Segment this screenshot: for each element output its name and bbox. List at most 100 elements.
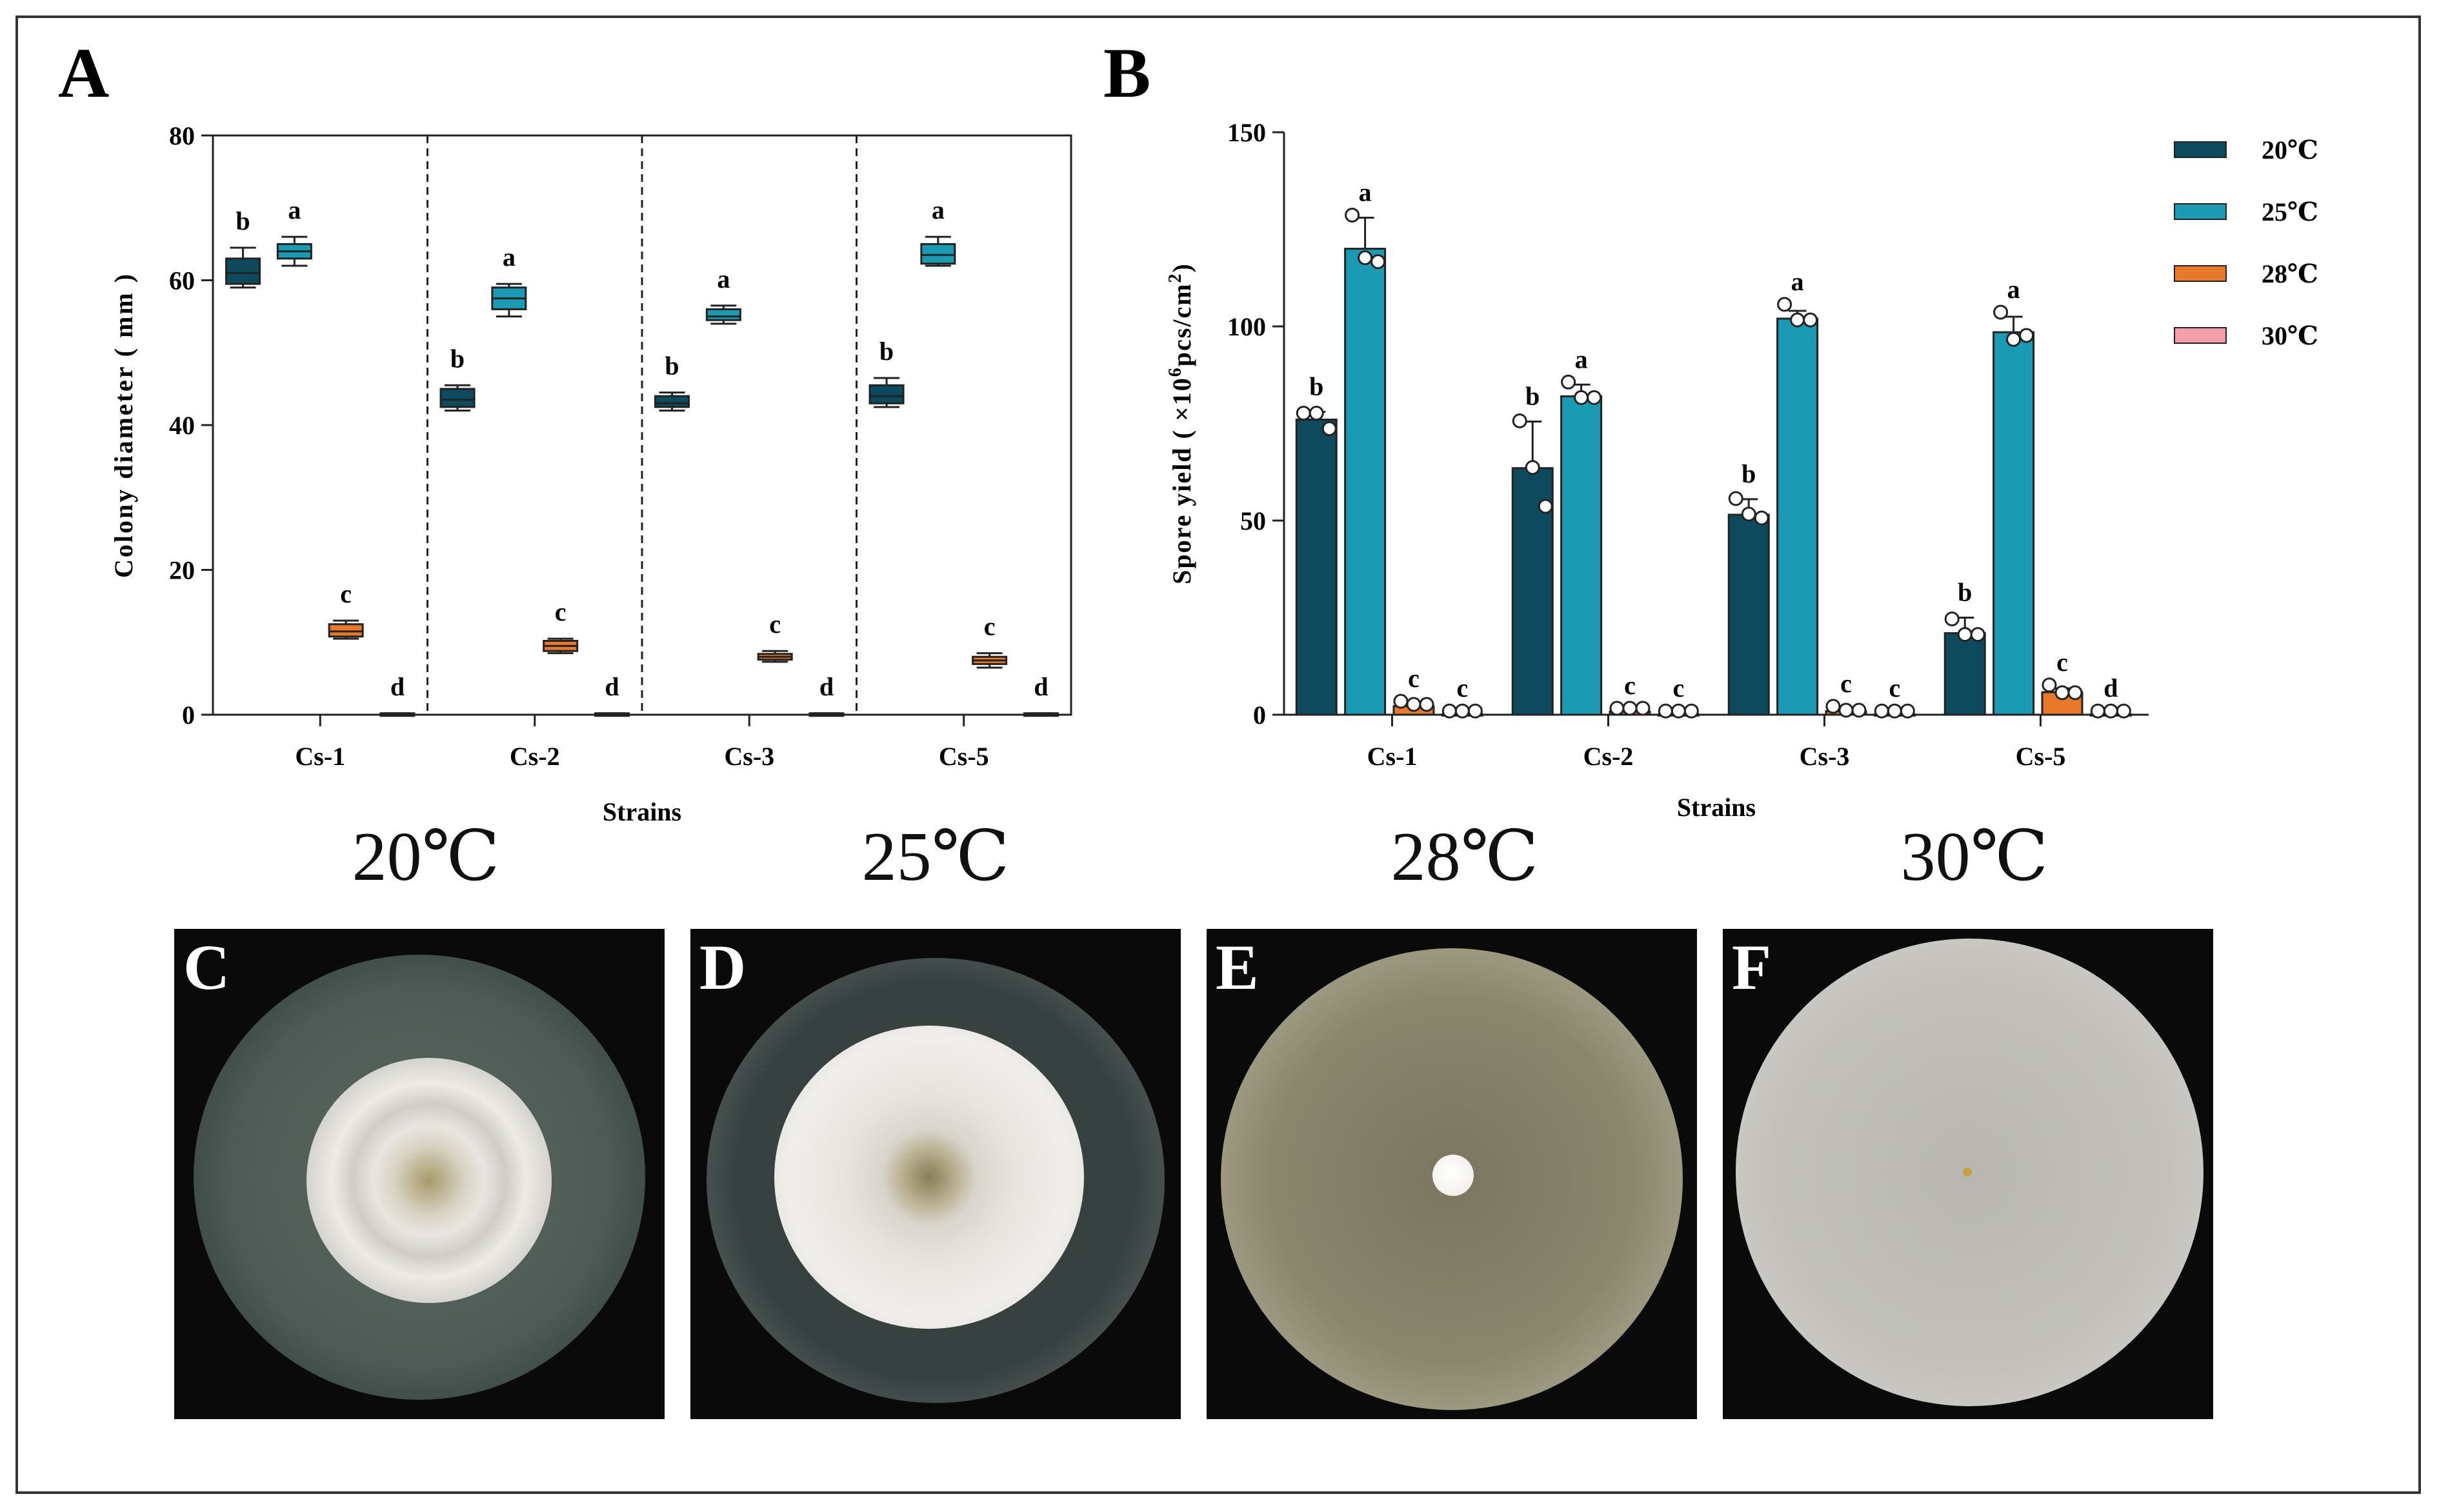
sig-label-b-2-0: c	[1408, 664, 1420, 693]
x-axis-label: Strains	[1677, 793, 1756, 822]
data-point-3-1-1	[1671, 703, 1686, 719]
sig-label-b-2-3: c	[2056, 648, 2068, 677]
sig-label-b-2-2: c	[1840, 669, 1852, 698]
y-axis-label: Spore yield ( ×106pcs/cm2)	[1165, 263, 1197, 584]
x-axis-label: Strains	[603, 797, 681, 826]
bar-1-2	[1776, 317, 1819, 716]
box-0-2	[654, 395, 690, 408]
plate-photo-f: F	[1723, 929, 2213, 1419]
data-point-2-0-2	[1419, 697, 1434, 712]
data-point-0-0-1	[1309, 405, 1324, 421]
fungal-colony	[774, 1026, 1084, 1329]
data-point-0-0-2	[1321, 421, 1337, 437]
data-point-0-3-0	[1944, 612, 1960, 627]
y-tick-label-1: 20	[169, 556, 195, 585]
data-point-0-1-0	[1512, 413, 1527, 428]
data-point-1-2-1	[1790, 312, 1805, 328]
box-0-3	[868, 384, 905, 404]
data-point-0-0-0	[1296, 405, 1311, 421]
sig-label-b-2-1: c	[1624, 671, 1636, 700]
x-tick-label-1: Cs-2	[1583, 742, 1634, 771]
bar-1-3	[1992, 331, 2035, 716]
data-point-1-0-1	[1358, 250, 1373, 266]
y-axis-label: Colony diameter ( mm )	[109, 272, 138, 578]
sig-label-a-0-1: b	[450, 344, 465, 373]
bar-0-0	[1295, 418, 1338, 716]
figure-frame	[15, 15, 2421, 1494]
y-axis-label-part-0: Spore yield ( ×10	[1167, 377, 1196, 584]
y-axis-label-part-4: )	[1167, 263, 1196, 272]
sig-label-a-3-2: d	[819, 672, 834, 701]
data-point-1-1-0	[1561, 374, 1576, 390]
legend-swatch-0	[2174, 141, 2227, 158]
sig-label-b-0-0: b	[1309, 372, 1323, 401]
data-point-2-1-2	[1635, 701, 1651, 716]
x-tick-label-1: Cs-2	[510, 742, 560, 771]
panel-letter-f: F	[1732, 931, 1772, 1003]
data-point-3-0-2	[1467, 703, 1483, 719]
x-tick-label-0: Cs-1	[1367, 742, 1418, 771]
plate-photo-e: E	[1207, 929, 1697, 1419]
sig-label-a-2-2: c	[769, 610, 781, 639]
legend-label-3: 30℃	[2262, 321, 2318, 350]
y-axis-label-part-2: pcs/cm	[1167, 283, 1196, 366]
sig-label-a-1-1: a	[503, 243, 516, 272]
data-point-0-2-1	[1741, 506, 1756, 522]
sig-label-b-0-1: b	[1525, 381, 1540, 410]
panel-letter-d: D	[699, 931, 747, 1003]
y-tick-label-2: 100	[1227, 312, 1266, 341]
legend-swatch-2	[2174, 265, 2227, 282]
sig-label-a-1-3: a	[932, 195, 945, 224]
sig-label-a-3-0: d	[390, 672, 405, 701]
legend-label-0: 20℃	[2262, 135, 2318, 164]
box-1-3	[920, 243, 956, 265]
data-point-3-0-1	[1454, 703, 1470, 719]
y-tick-label-3: 150	[1227, 118, 1266, 147]
fungal-colony	[306, 1058, 552, 1303]
data-point-3-3-0	[2090, 703, 2105, 719]
legend-label-2: 28℃	[2262, 259, 2318, 288]
bar-1-0	[1344, 248, 1387, 716]
data-point-2-2-0	[1825, 699, 1841, 714]
sig-label-b-0-3: b	[1958, 578, 1972, 607]
bar-0-3	[1943, 632, 1986, 716]
sig-label-b-1-3: a	[2007, 275, 2020, 304]
data-point-2-3-2	[2067, 685, 2083, 701]
x-tick-label-0: Cs-1	[295, 742, 345, 771]
bar-1-1	[1560, 395, 1603, 716]
data-point-1-3-1	[2006, 332, 2022, 347]
sig-label-b-0-2: b	[1741, 459, 1756, 488]
data-point-3-3-1	[2103, 703, 2118, 719]
data-point-3-2-1	[1887, 703, 1902, 719]
x-tick-label-3: Cs-5	[2016, 742, 2066, 771]
data-point-3-2-0	[1874, 703, 1889, 719]
plate-photo-c: C	[174, 929, 665, 1419]
sig-label-b-3-0: c	[1456, 673, 1468, 702]
sig-label-a-0-3: b	[879, 337, 894, 366]
chart-a: A 0 20 40 60 80 Colony diameter ( mm ) Cs-1 Cs-2…	[58, 34, 1072, 826]
sig-label-a-2-3: c	[984, 612, 996, 641]
sig-label-a-2-0: c	[340, 579, 352, 608]
temp-title-25: 25℃	[861, 819, 1010, 895]
sig-label-a-3-3: d	[1034, 672, 1048, 701]
sig-label-b-1-2: a	[1791, 267, 1804, 296]
data-point-2-0-1	[1406, 697, 1421, 712]
data-point-0-3-2	[1970, 627, 1985, 642]
data-point-0-1-2	[1538, 499, 1553, 514]
y-axis-label-part-1: 6	[1165, 366, 1185, 377]
sig-label-a-0-2: b	[665, 351, 679, 380]
data-point-1-3-0	[1993, 304, 2009, 320]
data-point-1-2-2	[1803, 312, 1818, 328]
x-tick-label-2: Cs-3	[724, 742, 774, 771]
data-point-1-0-0	[1345, 207, 1360, 223]
box-1-2	[705, 308, 741, 321]
data-point-1-1-2	[1587, 390, 1602, 405]
y-axis-label-part-3: 2	[1165, 272, 1185, 283]
legend-swatch-3	[2174, 327, 2227, 344]
data-point-1-1-1	[1574, 390, 1589, 405]
data-point-2-3-1	[2054, 685, 2070, 701]
data-point-3-0-0	[1441, 703, 1457, 719]
bar-0-2	[1727, 513, 1770, 716]
box-2-0	[328, 623, 364, 638]
